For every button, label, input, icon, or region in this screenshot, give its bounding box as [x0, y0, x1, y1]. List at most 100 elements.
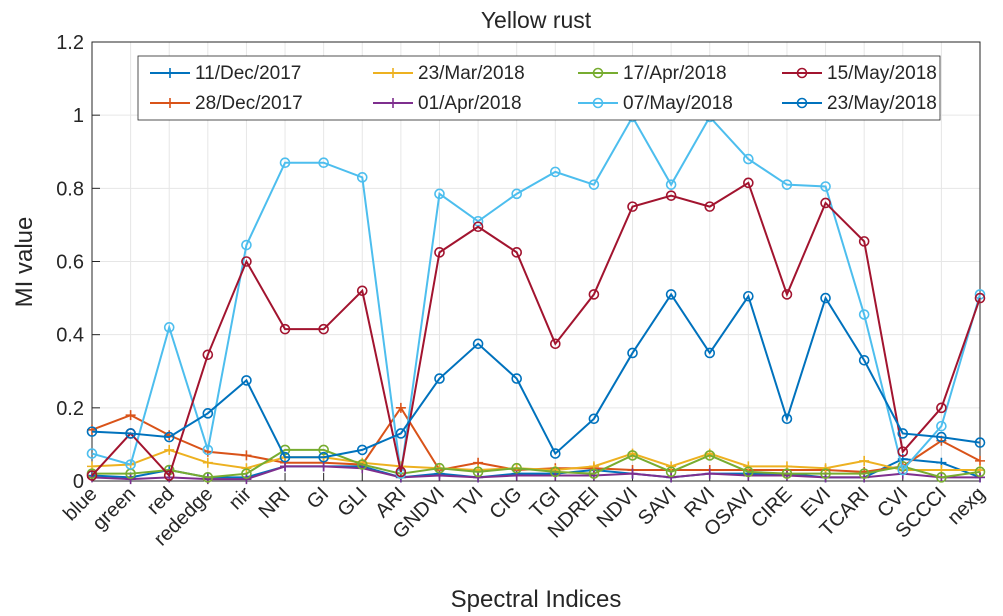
- series-line: [91, 465, 980, 481]
- marker: [820, 181, 831, 192]
- marker: [550, 466, 561, 478]
- marker: [897, 446, 909, 458]
- marker: [627, 450, 638, 461]
- marker: [125, 459, 136, 470]
- y-axis-label: MI value: [11, 217, 38, 308]
- marker: [511, 247, 522, 258]
- marker: [356, 172, 368, 183]
- marker: [202, 444, 214, 456]
- x-tick-label: NRI: [255, 483, 295, 523]
- marker: [781, 179, 793, 190]
- marker: [164, 444, 175, 455]
- marker: [472, 221, 484, 233]
- marker: [202, 457, 213, 468]
- marker: [743, 461, 754, 472]
- y-tick-label: 0.6: [56, 252, 84, 274]
- legend-label: 15/May/2018: [827, 63, 937, 84]
- marker: [820, 292, 831, 304]
- marker: [974, 466, 986, 478]
- marker: [975, 455, 985, 466]
- marker: [202, 472, 214, 483]
- y-tick-label: 0.8: [56, 178, 84, 200]
- marker: [318, 461, 329, 472]
- marker: [395, 402, 406, 413]
- marker: [202, 408, 214, 419]
- x-tick-label: nir: [225, 483, 257, 515]
- marker: [858, 309, 870, 320]
- series-line: [92, 448, 981, 479]
- marker: [165, 98, 175, 108]
- marker: [858, 468, 870, 479]
- marker: [511, 373, 522, 384]
- marker: [665, 466, 677, 478]
- marker: [241, 256, 252, 267]
- marker: [627, 347, 638, 359]
- marker: [743, 177, 754, 189]
- axes-box: [91, 41, 981, 482]
- marker: [592, 67, 604, 79]
- marker: [627, 468, 638, 479]
- x-tick-label: green: [88, 483, 140, 535]
- marker: [434, 373, 445, 384]
- marker: [820, 463, 831, 474]
- marker: [704, 347, 716, 359]
- marker: [511, 188, 522, 200]
- marker: [241, 375, 252, 386]
- legend-label: 23/Mar/2018: [418, 63, 525, 84]
- marker: [550, 166, 561, 178]
- marker: [704, 468, 715, 479]
- marker: [241, 239, 252, 251]
- marker: [163, 431, 175, 443]
- marker: [472, 338, 484, 350]
- marker: [666, 461, 677, 472]
- marker: [472, 466, 484, 478]
- marker: [550, 338, 561, 350]
- marker: [434, 247, 445, 258]
- marker: [665, 179, 677, 190]
- marker: [86, 426, 98, 437]
- marker: [781, 413, 793, 425]
- marker: [125, 474, 136, 485]
- marker: [588, 179, 600, 190]
- x-tick-label: TVI: [450, 483, 488, 521]
- x-tick-label: GLI: [333, 483, 371, 521]
- marker: [781, 468, 793, 479]
- marker: [163, 470, 175, 481]
- marker: [241, 468, 252, 479]
- marker: [356, 285, 368, 297]
- marker: [936, 431, 947, 443]
- marker: [395, 466, 407, 478]
- marker: [858, 236, 870, 247]
- legend-label: 17/Apr/2018: [623, 63, 727, 84]
- marker: [781, 289, 793, 300]
- marker: [241, 474, 252, 485]
- legend-label: 23/May/2018: [827, 93, 937, 114]
- marker: [974, 437, 986, 448]
- marker: [279, 451, 291, 463]
- series-line: [91, 181, 981, 478]
- marker: [395, 428, 407, 439]
- marker: [163, 322, 175, 333]
- marker: [858, 354, 870, 366]
- marker: [936, 472, 947, 483]
- marker: [318, 323, 329, 335]
- marker: [936, 420, 947, 432]
- marker: [279, 323, 291, 335]
- x-tick-label: nexg: [943, 483, 989, 529]
- marker: [550, 448, 561, 459]
- y-tick-label: 0.2: [56, 398, 84, 420]
- marker: [975, 472, 985, 483]
- marker: [473, 472, 484, 483]
- marker: [743, 466, 754, 478]
- marker: [974, 292, 986, 304]
- marker: [796, 67, 808, 79]
- marker: [434, 462, 445, 474]
- marker: [796, 97, 808, 109]
- marker: [936, 402, 947, 414]
- marker: [704, 201, 716, 212]
- marker: [388, 68, 398, 78]
- legend-box: [137, 55, 941, 121]
- marker: [897, 428, 909, 439]
- marker: [665, 190, 677, 201]
- marker: [356, 444, 368, 456]
